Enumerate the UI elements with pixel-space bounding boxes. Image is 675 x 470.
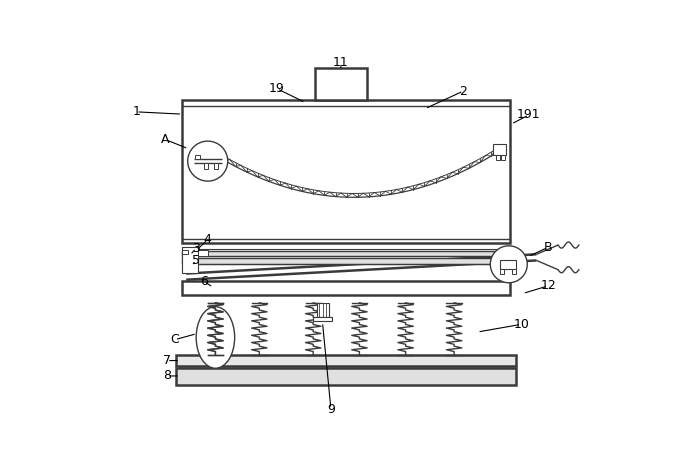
Circle shape [188,141,227,181]
Text: 11: 11 [333,56,349,69]
Bar [512,269,516,274]
Text: 12: 12 [540,279,556,292]
Text: 191: 191 [517,109,541,121]
Bar [500,269,504,274]
Text: 4: 4 [204,233,212,246]
Text: 3: 3 [192,242,200,255]
Bar [500,260,516,269]
Bar [497,155,500,160]
Text: 1: 1 [132,105,140,118]
Bar [317,303,329,317]
Bar [176,368,516,385]
Text: 7: 7 [163,354,171,367]
Bar [182,251,510,256]
Bar [501,155,505,160]
Bar [182,100,510,243]
Text: 5: 5 [192,254,200,267]
Bar [198,250,209,256]
Bar [176,355,516,366]
Bar [182,251,188,254]
Text: 8: 8 [163,369,171,383]
Bar [493,144,506,155]
Bar [182,247,198,273]
Bar [204,164,208,169]
Text: 9: 9 [327,403,335,415]
Text: 6: 6 [200,275,208,288]
Ellipse shape [196,306,235,368]
Circle shape [490,246,527,283]
Bar [313,317,333,321]
Text: 10: 10 [513,318,529,331]
Text: C: C [170,333,179,346]
Bar [182,258,510,264]
Bar [195,155,200,159]
Bar [315,68,367,100]
Text: A: A [161,133,169,146]
Text: 2: 2 [460,85,467,98]
Bar [182,281,510,295]
Text: B: B [544,241,552,254]
Text: 19: 19 [269,82,285,95]
Bar [214,164,218,169]
